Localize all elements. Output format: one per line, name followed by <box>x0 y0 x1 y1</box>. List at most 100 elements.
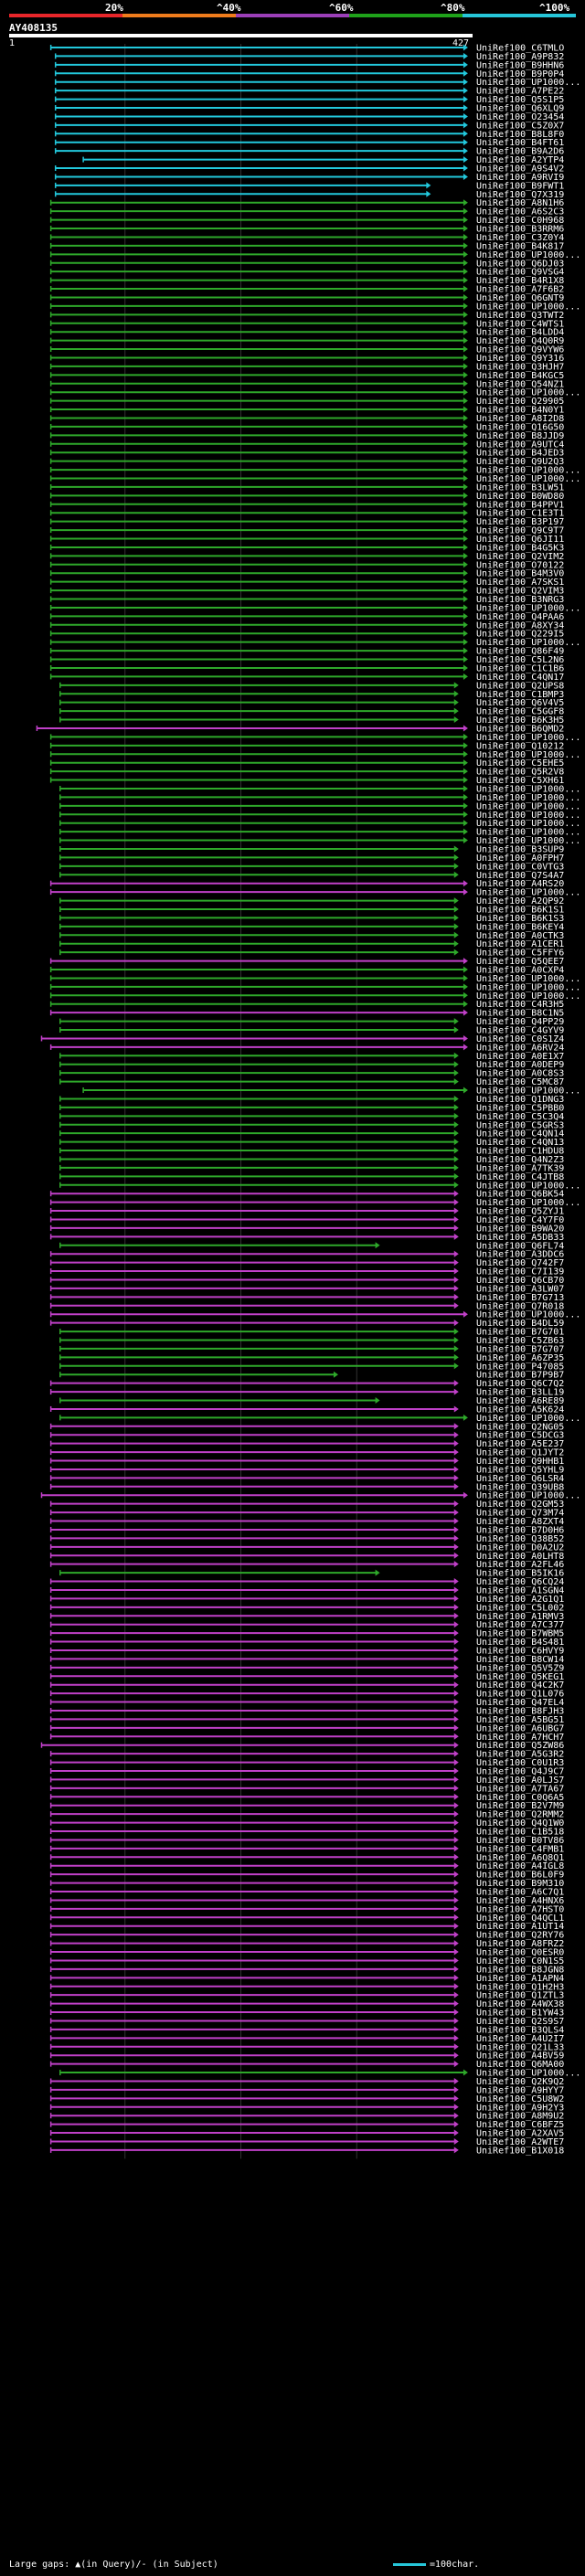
hit-label[interactable]: UniRef100_B7G707 <box>476 1344 564 1354</box>
hit-label[interactable]: UniRef100_B4PPV1 <box>476 500 564 510</box>
hit-row[interactable]: UniRef100_D0A2U2 <box>49 1542 565 1553</box>
hit-label[interactable]: UniRef100_A0C8S3 <box>476 1069 564 1079</box>
hit-label[interactable]: UniRef100_Q7R018 <box>476 1301 564 1311</box>
hit-label[interactable]: UniRef100_A7HST0 <box>476 1904 564 1914</box>
hit-label[interactable]: UniRef100_B7G701 <box>476 1328 564 1338</box>
hit-label[interactable]: UniRef100_UP1000... <box>476 1087 580 1097</box>
hit-label[interactable]: UniRef100_Q1H2H3 <box>476 1982 564 1992</box>
hit-row[interactable]: UniRef100_Q9VSG4 <box>49 268 565 278</box>
hit-label[interactable]: UniRef100_C5GRS3 <box>476 1120 564 1130</box>
hit-row[interactable]: UniRef100_B4JED3 <box>49 449 565 459</box>
hit-label[interactable]: UniRef100_A7TA67 <box>476 1784 564 1794</box>
hit-row[interactable]: UniRef100_A5E237 <box>49 1439 565 1449</box>
hit-row[interactable]: UniRef100_Q6CQ24 <box>49 1577 565 1587</box>
hit-row[interactable]: UniRef100_A0CXP4 <box>49 966 565 976</box>
hit-label[interactable]: UniRef100_Q9Y316 <box>476 354 564 364</box>
hit-label[interactable]: UniRef100_A6UBG7 <box>476 1723 564 1733</box>
hit-row[interactable]: UniRef100_A2QP92 <box>59 896 565 906</box>
hit-label[interactable]: UniRef100_B6K3H5 <box>476 716 564 726</box>
hit-label[interactable]: UniRef100_B9FWT1 <box>476 181 564 191</box>
hit-label[interactable]: UniRef100_Q4N2Z3 <box>476 1155 564 1165</box>
hit-label[interactable]: UniRef100_C4QN13 <box>476 1138 564 1148</box>
hit-label[interactable]: UniRef100_Q10212 <box>476 741 564 751</box>
hit-label[interactable]: UniRef100_B4DL59 <box>476 1319 564 1329</box>
hit-row[interactable]: UniRef100_A9H2Y3 <box>49 2103 565 2113</box>
hit-label[interactable]: UniRef100_C6BFZ5 <box>476 2120 564 2130</box>
hit-label[interactable]: UniRef100_A1SGN4 <box>476 1585 564 1595</box>
hit-row[interactable]: UniRef100_A1APN4 <box>49 1974 565 1984</box>
hit-label[interactable]: UniRef100_Q6MA00 <box>476 2060 564 2070</box>
hit-row[interactable]: UniRef100_UP1000... <box>59 793 581 803</box>
hit-label[interactable]: UniRef100_Q1DNG3 <box>476 1095 564 1105</box>
hit-label[interactable]: UniRef100_Q6XLQ9 <box>476 104 564 114</box>
hit-row[interactable]: UniRef100_C4FMB1 <box>49 1844 565 1854</box>
hit-label[interactable]: UniRef100_C1C1B6 <box>476 663 564 673</box>
hit-label[interactable]: UniRef100_Q38B52 <box>476 1534 564 1544</box>
hit-row[interactable]: UniRef100_Q2VIM3 <box>49 587 565 597</box>
hit-label[interactable]: UniRef100_B3QLS4 <box>476 2025 564 2035</box>
hit-label[interactable]: UniRef100_Q4PP29 <box>476 1017 564 1027</box>
hit-label[interactable]: UniRef100_Q2K9Q2 <box>476 2077 564 2087</box>
hit-label[interactable]: UniRef100_C0H968 <box>476 216 564 226</box>
hit-row[interactable]: UniRef100_A5K624 <box>49 1405 565 1415</box>
hit-label[interactable]: UniRef100_Q47EL4 <box>476 1698 564 1708</box>
hit-row[interactable]: UniRef100_C5L2N6 <box>49 655 565 665</box>
hit-row[interactable]: UniRef100_C1B518 <box>49 1828 565 1838</box>
hit-row[interactable]: UniRef100_A2WTE7 <box>49 2137 565 2147</box>
hit-row[interactable]: UniRef100_UP1000... <box>54 78 581 88</box>
hit-label[interactable]: UniRef100_B7P9B7 <box>476 1371 564 1381</box>
hit-row[interactable]: UniRef100_B6QMD2 <box>36 724 564 734</box>
hit-label[interactable]: UniRef100_A9H2Y3 <box>476 2103 564 2113</box>
hit-label[interactable]: UniRef100_C1BMP3 <box>476 690 564 700</box>
hit-label[interactable]: UniRef100_UP1000... <box>476 474 580 484</box>
hit-row[interactable]: UniRef100_A1RMV3 <box>49 1612 565 1622</box>
hit-label[interactable]: UniRef100_B9A2D6 <box>476 147 564 157</box>
hit-row[interactable]: UniRef100_C4QN13 <box>59 1138 565 1148</box>
hit-row[interactable]: UniRef100_O23454 <box>54 112 565 122</box>
hit-label[interactable]: UniRef100_B3SUP9 <box>476 844 564 854</box>
hit-row[interactable]: UniRef100_A8N1H6 <box>49 198 565 208</box>
hit-label[interactable]: UniRef100_UP1000... <box>476 302 580 312</box>
hit-row[interactable]: UniRef100_UP1000... <box>49 991 581 1002</box>
hit-label[interactable]: UniRef100_C6TMLO <box>476 44 564 54</box>
hit-label[interactable]: UniRef100_B3LL19 <box>476 1388 564 1398</box>
hit-label[interactable]: UniRef100_B8C1N5 <box>476 1009 564 1019</box>
hit-label[interactable]: UniRef100_UP1000... <box>476 784 580 794</box>
hit-label[interactable]: UniRef100_A9S4V2 <box>476 164 564 175</box>
hit-row[interactable]: UniRef100_UP1000... <box>49 982 581 992</box>
hit-row[interactable]: UniRef100_Q10212 <box>49 741 565 751</box>
hit-label[interactable]: UniRef100_Q7X319 <box>476 190 564 200</box>
hit-row[interactable]: UniRef100_A4U2I7 <box>49 2034 565 2044</box>
hit-label[interactable]: UniRef100_UP1000... <box>476 1198 580 1208</box>
hit-label[interactable]: UniRef100_Q1ZTL3 <box>476 1991 564 2001</box>
hit-label[interactable]: UniRef100_A8XY34 <box>476 620 564 631</box>
hit-label[interactable]: UniRef100_B9M310 <box>476 1879 564 1889</box>
hit-label[interactable]: UniRef100_Q1L076 <box>476 1690 564 1700</box>
hit-label[interactable]: UniRef100_A4WX38 <box>476 1999 564 2009</box>
hit-row[interactable]: UniRef100_B0WD80 <box>49 492 565 502</box>
hit-label[interactable]: UniRef100_A1UT14 <box>476 1922 564 1932</box>
hit-label[interactable]: UniRef100_B6KEY4 <box>476 922 564 932</box>
hit-row[interactable]: UniRef100_B6L0F9 <box>49 1871 565 1881</box>
hit-row[interactable]: UniRef100_UP1000... <box>59 1414 581 1424</box>
hit-label[interactable]: UniRef100_Q4Q1W0 <box>476 1818 564 1829</box>
hit-label[interactable]: UniRef100_A2FL46 <box>476 1560 564 1570</box>
hit-row[interactable]: UniRef100_P47085 <box>59 1362 565 1372</box>
hit-label[interactable]: UniRef100_C7I139 <box>476 1267 564 1277</box>
hit-label[interactable]: UniRef100_Q2RMM2 <box>476 1810 564 1820</box>
hit-label[interactable]: UniRef100_A4RS20 <box>476 879 564 889</box>
hit-label[interactable]: UniRef100_Q2VIM2 <box>476 552 564 562</box>
hit-label[interactable]: UniRef100_A0CTK3 <box>476 931 564 941</box>
hit-label[interactable]: UniRef100_Q4C2K7 <box>476 1680 564 1691</box>
hit-row[interactable]: UniRef100_C5GRS3 <box>59 1120 565 1130</box>
hit-row[interactable]: UniRef100_Q7S4A7 <box>59 871 565 881</box>
hit-row[interactable]: UniRef100_UP1000... <box>59 784 581 794</box>
hit-label[interactable]: UniRef100_B3P197 <box>476 517 564 527</box>
hit-row[interactable]: UniRef100_A8M9U2 <box>49 2112 565 2122</box>
hit-row[interactable]: UniRef100_A7HST0 <box>49 1904 565 1914</box>
hit-label[interactable]: UniRef100_B6K1S3 <box>476 914 564 924</box>
hit-row[interactable]: UniRef100_Q229I5 <box>49 630 565 640</box>
hit-row[interactable]: UniRef100_A4BV59 <box>49 2051 565 2062</box>
hit-row[interactable]: UniRef100_B1YW43 <box>49 2009 565 2019</box>
hit-label[interactable]: UniRef100_B8CW14 <box>476 1655 564 1665</box>
